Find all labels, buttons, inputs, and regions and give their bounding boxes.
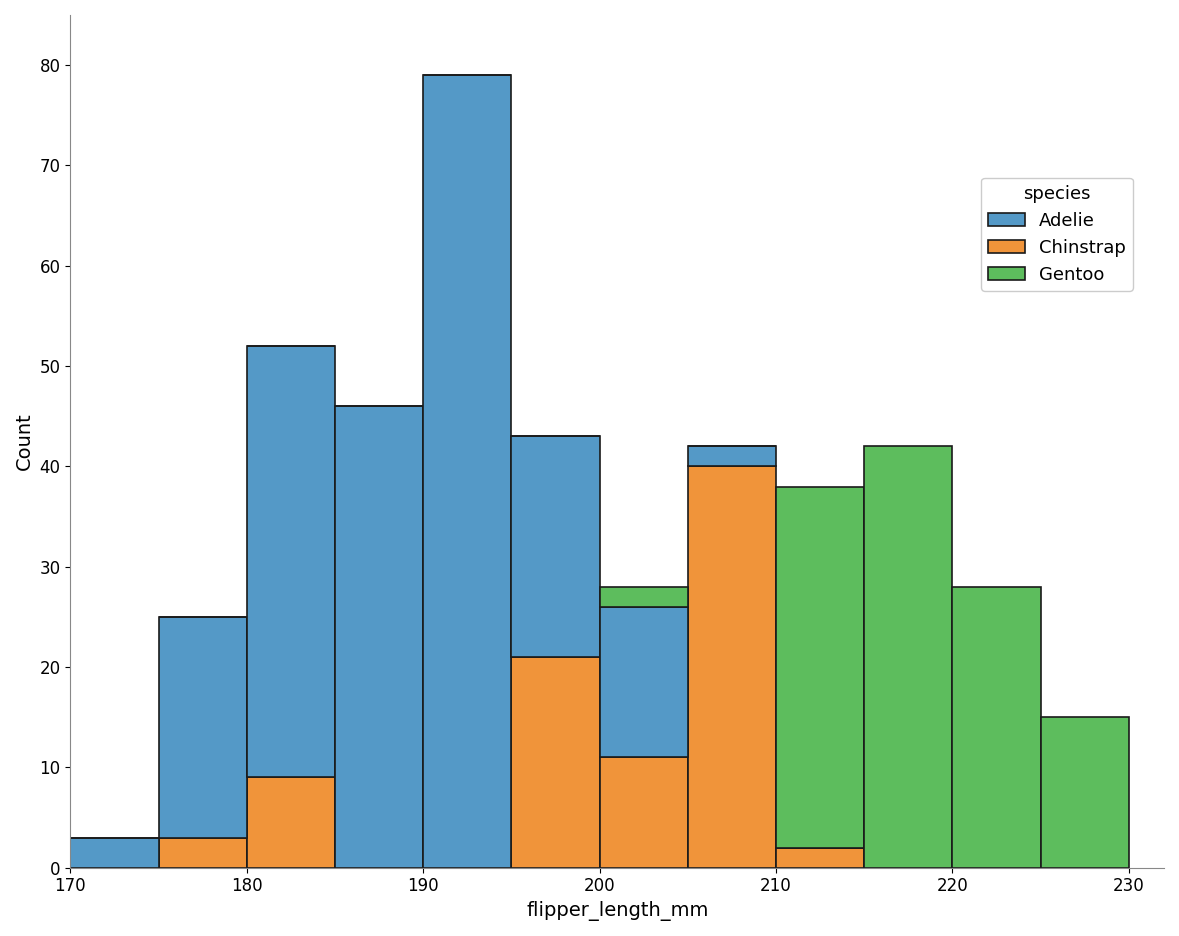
Bar <box>600 607 687 757</box>
Bar <box>953 587 1041 868</box>
X-axis label: flipper_length_mm: flipper_length_mm <box>526 901 709 921</box>
Bar <box>776 848 864 868</box>
Bar <box>512 436 600 657</box>
Bar <box>246 778 335 868</box>
Bar <box>246 346 335 778</box>
Bar <box>687 446 776 466</box>
Bar <box>335 406 423 868</box>
Bar <box>864 446 953 868</box>
Bar <box>1041 717 1128 868</box>
Bar <box>159 617 246 838</box>
Bar <box>600 587 687 607</box>
Legend: Adelie, Chinstrap, Gentoo: Adelie, Chinstrap, Gentoo <box>981 178 1133 291</box>
Bar <box>776 487 864 848</box>
Bar <box>687 466 776 868</box>
Bar <box>600 757 687 868</box>
Y-axis label: Count: Count <box>15 413 34 470</box>
Bar <box>423 75 512 868</box>
Bar <box>159 838 246 868</box>
Bar <box>71 838 159 868</box>
Bar <box>512 657 600 868</box>
